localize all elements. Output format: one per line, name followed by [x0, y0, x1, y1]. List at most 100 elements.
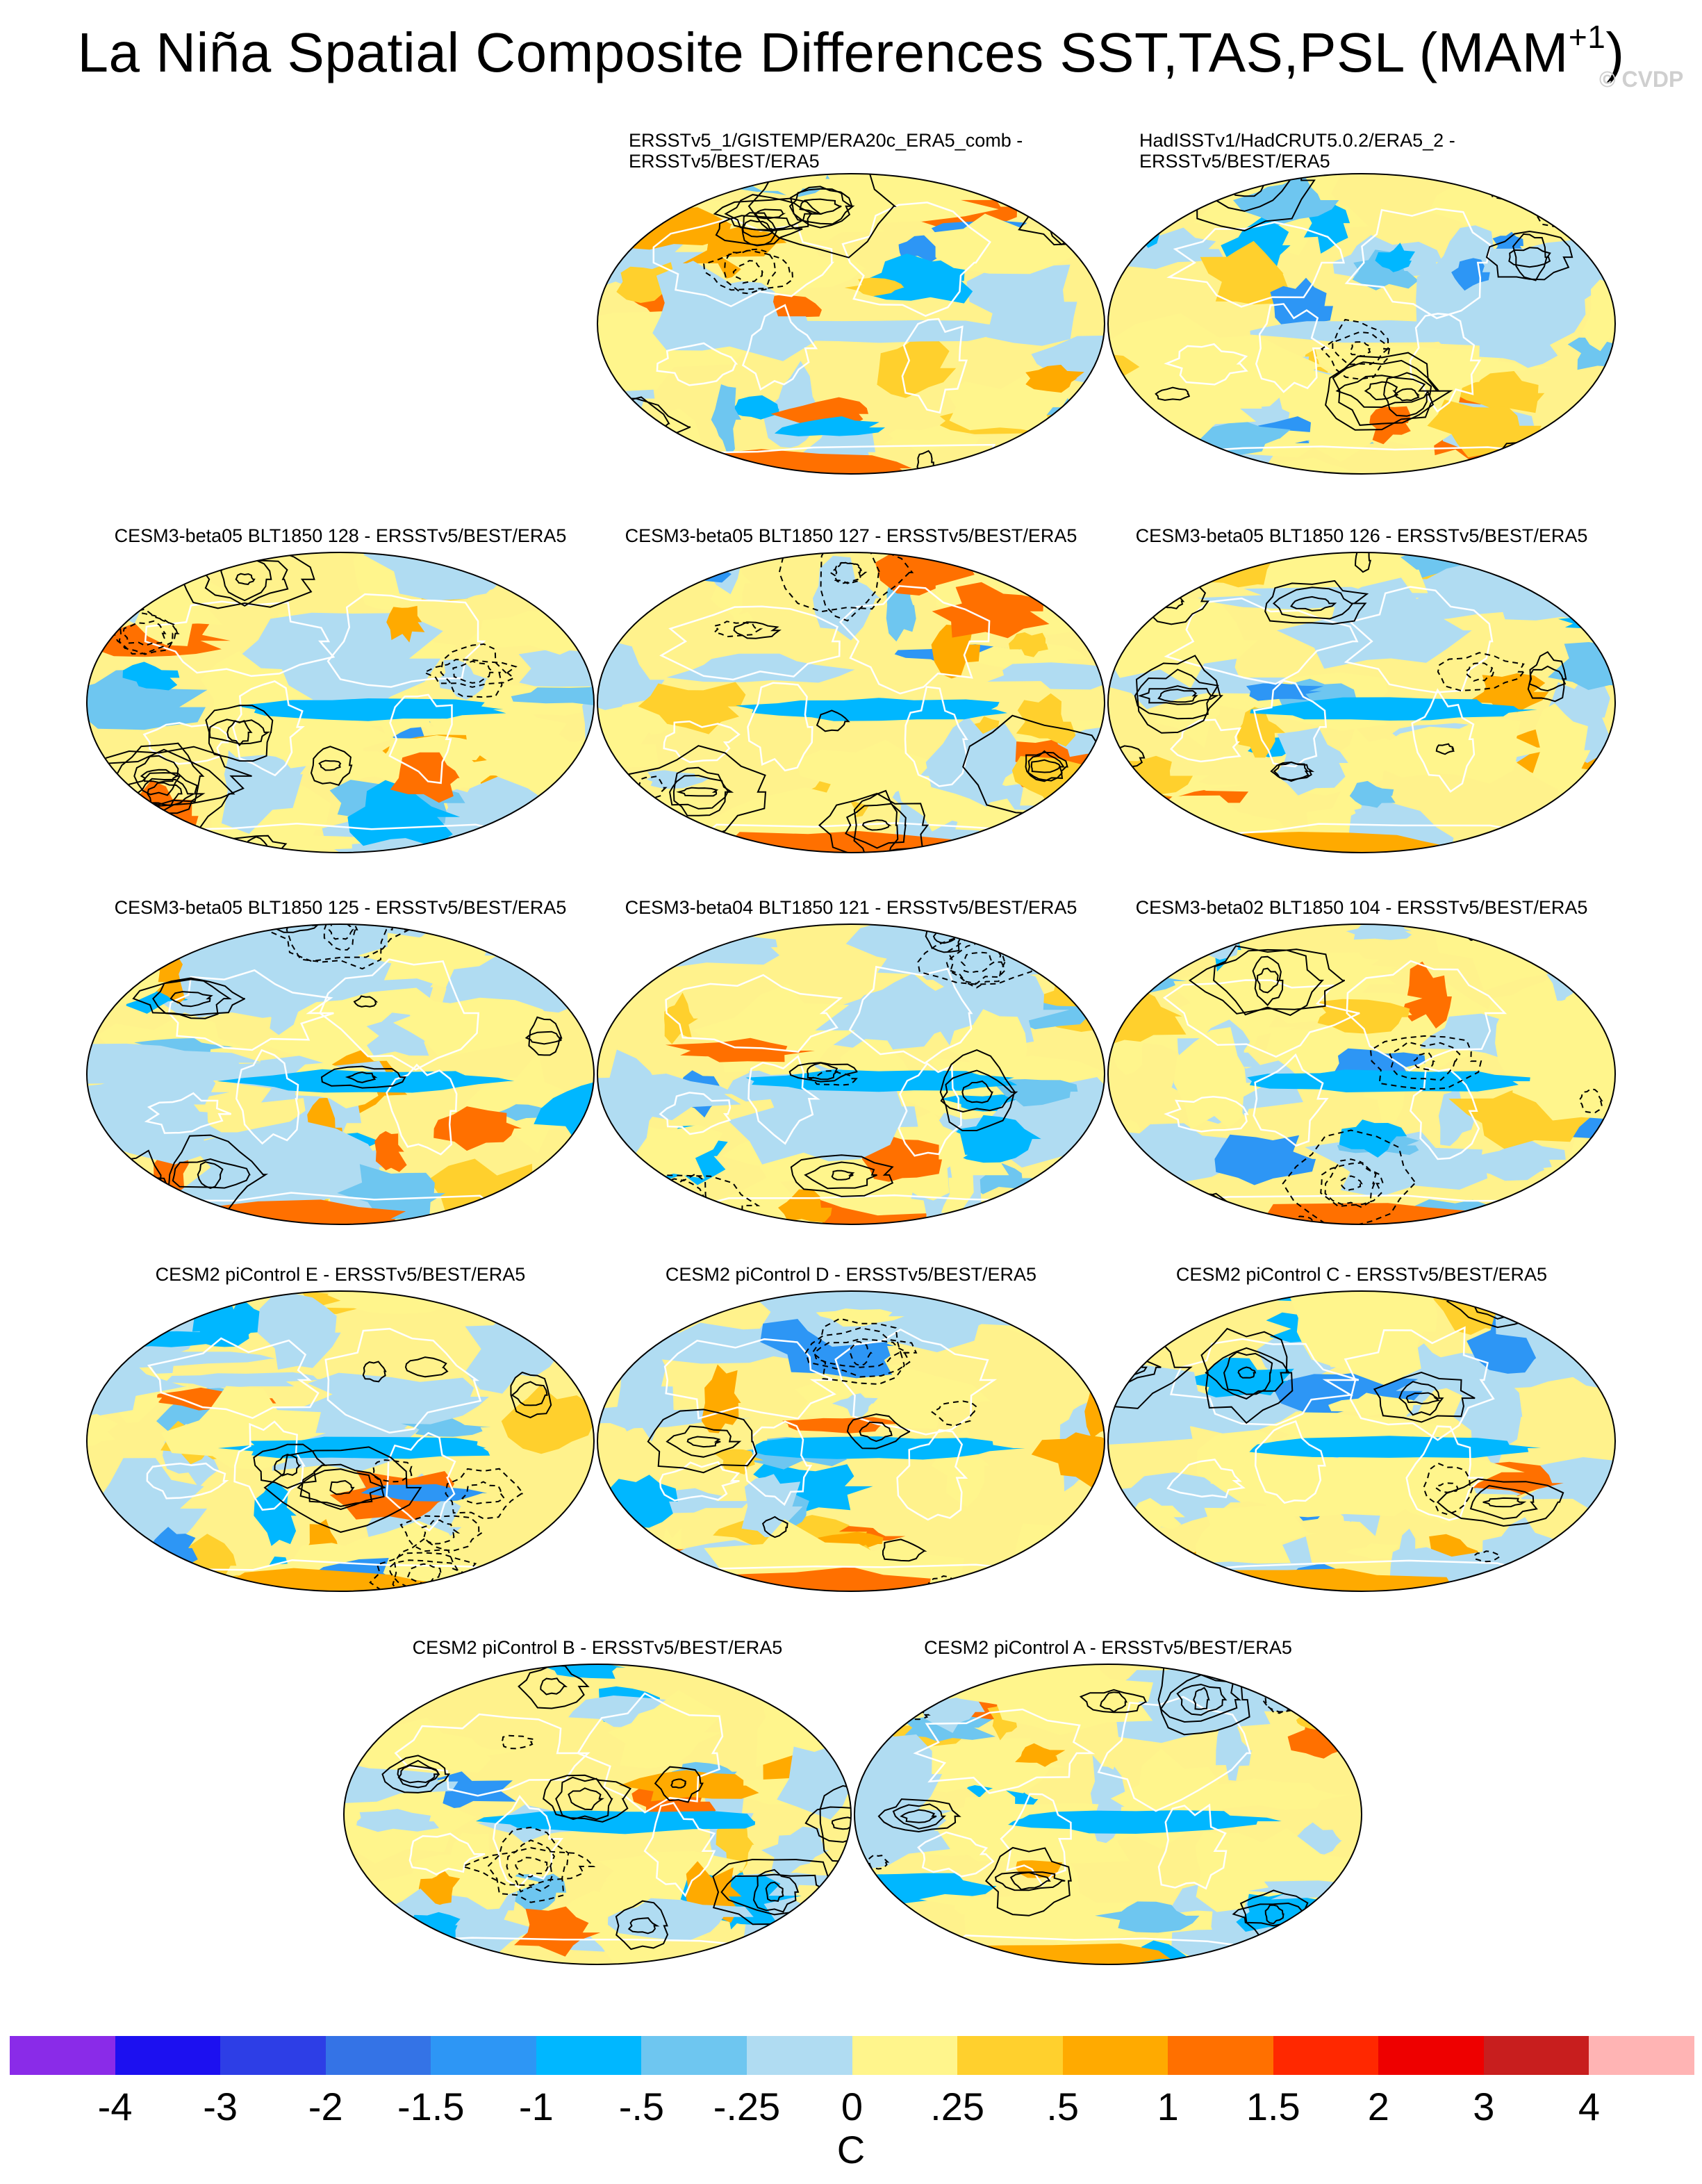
psl-contour	[1141, 450, 1200, 474]
psl-contour	[1009, 1871, 1051, 1891]
anomaly-region	[386, 605, 425, 643]
psl-contour	[1437, 652, 1526, 691]
anomaly-region	[1193, 1778, 1351, 1810]
psl-contour	[310, 746, 353, 786]
anomaly-region	[1317, 999, 1410, 1034]
psl-contour	[807, 1062, 839, 1081]
psl-contour	[510, 1371, 552, 1419]
psl-contour	[147, 782, 183, 807]
continent-outline	[327, 593, 486, 688]
psl-contour	[983, 1582, 1018, 1591]
anomaly-region	[932, 582, 1050, 639]
psl-contour	[1264, 1904, 1284, 1925]
psl-contour	[961, 1080, 993, 1103]
globe-map	[597, 552, 1105, 853]
colorbar-swatch	[1168, 2036, 1273, 2075]
psl-contour	[1135, 655, 1223, 734]
anomaly-region	[520, 1190, 594, 1207]
anomaly-region	[1339, 1119, 1407, 1158]
continent-outline	[904, 686, 968, 787]
psl-contour	[1485, 230, 1573, 281]
continent-outline	[841, 202, 991, 317]
psl-contour	[1473, 1292, 1521, 1310]
psl-contour	[1482, 1497, 1527, 1508]
anomaly-region	[154, 1372, 337, 1389]
psl-contour	[404, 1356, 449, 1378]
psl-contour	[440, 643, 508, 698]
globe-map	[854, 1664, 1362, 1965]
panel-title: CESM3-beta05 BLT1850 128 - ERSSTv5/BEST/…	[114, 525, 567, 546]
anomaly-region	[1349, 780, 1396, 808]
anomaly-region	[597, 800, 679, 853]
psl-contour	[799, 198, 842, 215]
anomaly-region	[357, 928, 497, 988]
anomaly-region	[1025, 364, 1084, 393]
continent-outline	[146, 1462, 229, 1500]
globe-map	[86, 923, 595, 1225]
continent-outline	[394, 1713, 590, 1797]
psl-contour	[715, 215, 803, 246]
psl-contour	[809, 1070, 858, 1086]
anomaly-region	[1519, 456, 1610, 474]
psl-contour	[747, 174, 897, 258]
anomaly-region	[511, 687, 594, 706]
psl-contour	[1099, 1691, 1128, 1713]
anomaly-region	[949, 1115, 1041, 1163]
anomaly-region	[1292, 1822, 1342, 1855]
continent-outline	[1253, 1053, 1329, 1147]
psl-contour	[297, 1468, 386, 1507]
psl-contour	[135, 778, 195, 812]
psl-contour	[1182, 174, 1316, 232]
anomaly-region	[1175, 1357, 1300, 1405]
anomaly-region	[664, 992, 698, 1044]
continent-outline	[1405, 1425, 1485, 1521]
anomaly-region	[1179, 924, 1246, 960]
colorbar-labels: -4 -3 -2 -1.5 -1 -.5 -.25 0 .25 .5 1 1.5 2 3 4	[0, 2085, 1702, 2133]
psl-contour	[627, 1917, 660, 1935]
colorbar-tick-label: -1.5	[397, 2085, 465, 2128]
psl-contour	[1030, 759, 1062, 773]
anomaly-region	[1562, 174, 1615, 192]
continent-outline	[144, 600, 336, 678]
continent-outline	[1254, 1420, 1326, 1504]
anomaly-region	[597, 576, 625, 648]
psl-contour	[388, 1559, 465, 1589]
anomaly-region	[418, 1870, 461, 1907]
psl-contour	[540, 1677, 568, 1696]
continent-outline	[577, 1692, 724, 1814]
psl-contour	[528, 1016, 563, 1056]
psl-contour	[1057, 206, 1093, 229]
psl-contour	[323, 924, 358, 951]
psl-contour	[1383, 372, 1432, 417]
globe-border	[343, 1664, 852, 1965]
psl-contour	[1321, 318, 1391, 380]
anomaly-region	[1578, 183, 1615, 208]
globe-border	[597, 173, 1105, 475]
anomaly-region	[1287, 1707, 1345, 1759]
globe-map	[597, 923, 1105, 1225]
anomaly-region	[218, 1302, 267, 1341]
anomaly-region	[987, 662, 1105, 690]
psl-contour	[723, 248, 777, 295]
anomaly-region	[630, 924, 666, 976]
anomaly-region	[433, 1106, 522, 1151]
anomaly-region	[844, 277, 904, 297]
anomaly-region	[995, 1079, 1078, 1107]
panel-title-line2: ERSSTv5/BEST/ERA5	[629, 151, 820, 172]
anomaly-region	[1467, 673, 1549, 712]
anomaly-region	[709, 465, 778, 474]
colorbar-swatch	[536, 2036, 642, 2075]
anomaly-region	[711, 384, 741, 457]
globe-border	[86, 923, 595, 1225]
psl-contour	[103, 566, 134, 586]
psl-contour	[939, 1049, 1016, 1132]
psl-contour	[452, 660, 496, 684]
continent-outline	[1169, 1338, 1360, 1426]
anomaly-region	[1352, 249, 1419, 290]
continent-outline	[1409, 313, 1482, 413]
anomaly-region	[715, 1449, 764, 1475]
anomaly-region	[1113, 1386, 1300, 1434]
psl-contour	[543, 1774, 632, 1823]
psl-contour	[765, 1881, 784, 1903]
polar-anomaly	[207, 1568, 463, 1591]
